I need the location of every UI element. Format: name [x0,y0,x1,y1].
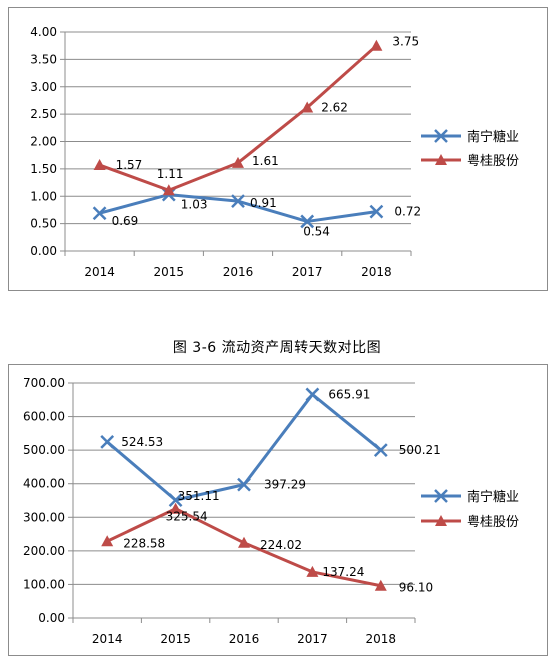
data-label: 0.54 [303,224,330,238]
triangle-marker [238,536,250,548]
data-label: 397.29 [264,478,306,492]
data-label: 0.91 [250,196,277,210]
data-label: 500.21 [399,443,441,457]
data-label: 0.69 [112,214,139,228]
triangle-marker [301,101,314,113]
x-tick-label: 2017 [292,265,323,279]
x-tick-label: 2014 [84,265,115,279]
legend-x-icon [434,489,448,503]
y-tick-label: 3.50 [30,52,57,66]
x-marker [168,493,183,508]
legend-x-icon [434,129,448,143]
legend-triangle-icon [435,154,447,165]
data-label: 1.03 [181,198,208,212]
y-tick-label: 500.00 [23,443,65,457]
chart-panel-1: 0.00 0.50 1.00 1.50 2.00 2.50 3.00 3.50 4.00 2014… [8,7,548,291]
legend-label: 南宁糖业 [467,489,519,505]
data-label: 665.91 [328,387,370,401]
x-marker [300,214,315,229]
x-marker [373,443,388,457]
x-marker [92,206,107,221]
y-tick-label: 300.00 [23,510,65,524]
y-tick-label: 0.00 [38,611,65,625]
line-chart-1: 0.00 0.50 1.00 1.50 2.00 2.50 3.00 3.50 4.00 2014… [30,25,519,279]
triangle-marker [370,39,383,51]
chart-panel-2: 0.00 100.00 200.00 300.00 400.00 500.00 600.00… [8,364,548,656]
x-marker [231,194,245,209]
x-marker [305,387,320,402]
triangle-marker [101,535,114,547]
y-tick-label: 400.00 [23,477,65,491]
triangle-marker [169,502,182,514]
y-tick-label: 2.00 [30,135,57,149]
data-label: 1.11 [157,167,184,181]
x-tick-label: 2014 [92,632,123,646]
x-marker [100,435,115,449]
data-label: 351.11 [178,489,220,503]
x-marker [369,204,384,219]
data-label: 325.54 [166,510,208,524]
line-chart-2: 0.00 100.00 200.00 300.00 400.00 500.00 600.00… [23,376,519,646]
triangle-marker [93,159,106,171]
data-label: 2.62 [321,101,348,115]
y-tick-label: 3.00 [30,80,57,94]
y-tick-label: 4.00 [30,25,57,39]
data-label: 228.58 [123,536,165,550]
legend-label: 粤桂股份 [467,514,519,530]
data-label: 1.61 [252,154,279,168]
x-marker [237,477,251,492]
x-tick-label: 2018 [366,632,397,646]
legend-label: 粤桂股份 [467,153,519,169]
legend-label: 南宁糖业 [467,129,519,145]
triangle-marker [374,579,387,591]
y-tick-label: 200.00 [23,544,65,558]
data-label: 96.10 [399,581,433,595]
y-tick-label: 0.00 [30,244,57,258]
x-tick-label: 2015 [160,632,191,646]
y-tick-label: 0.50 [30,217,57,231]
data-label: 0.72 [394,205,421,219]
x-tick-label: 2015 [154,265,185,279]
data-label: 3.75 [392,35,419,49]
figure-caption: 图 3-6 流动资产周转天数对比图 [172,340,382,356]
data-label: 224.02 [260,538,302,552]
x-tick-label: 2016 [229,632,260,646]
series-line-1 [99,193,377,223]
data-label: 1.57 [116,158,143,172]
y-tick-label: 1.50 [30,162,57,176]
data-label: 137.24 [322,565,364,579]
x-tick-label: 2017 [297,632,328,646]
y-tick-label: 2.50 [30,107,57,121]
x-tick-label: 2016 [223,265,254,279]
triangle-marker [162,184,175,196]
triangle-marker [306,565,319,577]
y-tick-label: 600.00 [23,410,65,424]
triangle-marker [232,156,244,168]
data-label: 524.53 [121,435,163,449]
y-tick-label: 100.00 [23,577,65,591]
y-tick-label: 1.00 [30,189,57,203]
legend-triangle-icon [435,515,447,526]
x-tick-label: 2018 [361,265,392,279]
y-tick-label: 700.00 [23,376,65,390]
